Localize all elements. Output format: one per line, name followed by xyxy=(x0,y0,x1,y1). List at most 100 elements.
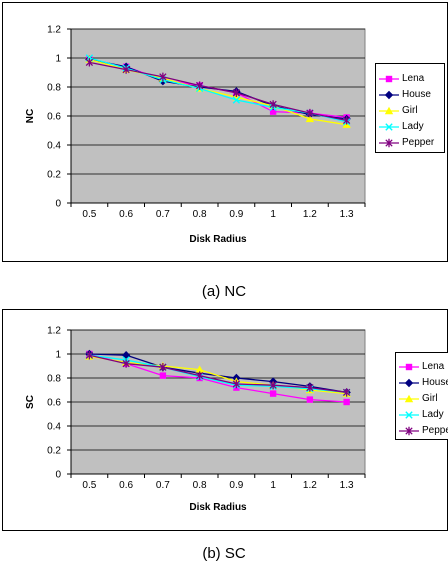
legend-marker xyxy=(405,426,413,436)
legend-marker xyxy=(384,106,394,115)
data-point-pepper xyxy=(85,58,94,67)
data-point-pepper xyxy=(342,388,351,397)
caption-sc: (b) SC xyxy=(202,545,246,562)
data-point-pepper xyxy=(195,371,204,380)
nc-chart-svg: 0 0.2 0.4 0.6 0.8 1 1.2 0.5 0.6 0.7 0.8 0.9 1 1.2 1.3 D… xyxy=(25,25,366,245)
x-axis-label: Disk Radius xyxy=(189,234,247,245)
legend-label-girl: Girl xyxy=(402,105,418,116)
legend-marker xyxy=(385,138,393,148)
legend-swatch-girl xyxy=(379,106,399,115)
data-point-lena xyxy=(306,396,314,403)
data-point-lady xyxy=(232,96,241,104)
legend-label-lady: Lady xyxy=(402,121,424,132)
data-point-pepper xyxy=(159,72,167,82)
legend-label-pepper: Pepper xyxy=(402,137,435,148)
legend-item-pepper: Pepper xyxy=(376,136,444,150)
chart-panel-sc: 0 0.2 0.4 0.6 0.8 1 1.2 0.5 0.6 0.7 0.8 0.9 1 1.2 1.3 D… xyxy=(2,309,448,531)
data-point-girl xyxy=(195,365,204,373)
data-point-pepper xyxy=(122,359,130,368)
data-point-pepper xyxy=(306,383,314,392)
x-tick-label: 1.2 xyxy=(303,480,317,491)
data-point-pepper xyxy=(342,116,351,125)
legend-swatch-house xyxy=(379,90,399,100)
y-tick-label: 0.8 xyxy=(47,374,61,385)
legend-label-house: House xyxy=(402,89,431,100)
legend-swatch-lena xyxy=(399,363,419,371)
legend-label-lena: Lena xyxy=(402,73,425,84)
series-line-lady xyxy=(89,354,347,394)
y-tick-label: 0.8 xyxy=(47,83,61,94)
series-line-girl xyxy=(89,355,347,395)
x-tick-label: 0.9 xyxy=(229,209,243,220)
legend-item-lena: Lena xyxy=(376,72,444,86)
legend-marker xyxy=(385,123,393,131)
legend-swatch-lena xyxy=(379,75,399,83)
sc-chart-svg: 0 0.2 0.4 0.6 0.8 1 1.2 0.5 0.6 0.7 0.8 0.9 1 1.2 1.3 D… xyxy=(25,326,366,513)
legend-swatch-pepper xyxy=(379,138,399,148)
y-tick-label: 0.6 xyxy=(47,112,61,123)
y-tick-label: 0.2 xyxy=(47,446,61,457)
x-tick-label: 0.7 xyxy=(156,480,170,491)
series-line-lena xyxy=(89,353,347,403)
data-point-pepper xyxy=(159,363,167,372)
legend-item-house: House xyxy=(376,88,444,102)
y-tick-label: 1 xyxy=(55,54,61,65)
x-axis-label: Disk Radius xyxy=(189,502,247,513)
data-point-lena xyxy=(269,108,277,115)
data-point-girl xyxy=(305,114,315,123)
y-axis-label: NC xyxy=(25,109,36,123)
legend-label-pepper: Pepper xyxy=(422,425,448,436)
legend-label-lady: Lady xyxy=(422,409,444,420)
y-tick-label: 1 xyxy=(55,350,61,361)
data-point-lena xyxy=(343,398,350,406)
x-tick-label: 0.8 xyxy=(193,480,207,491)
data-point-lena xyxy=(269,390,277,397)
series-line-pepper xyxy=(89,354,347,394)
nc-legend: Lena House Girl Lady Pepper xyxy=(375,63,445,153)
legend-swatch-pepper xyxy=(399,426,419,436)
y-tick-label: 1.2 xyxy=(47,25,61,36)
legend-marker xyxy=(404,394,414,403)
legend-item-pepper: Pepper xyxy=(396,424,448,438)
data-point-pepper xyxy=(232,88,241,97)
data-point-pepper xyxy=(85,351,94,360)
data-point-lena xyxy=(159,372,167,379)
legend-swatch-house xyxy=(399,378,419,388)
legend-label-lena: Lena xyxy=(422,361,445,372)
x-tick-label: 1 xyxy=(270,480,276,491)
y-tick-label: 0 xyxy=(55,470,61,481)
x-tick-label: 1.2 xyxy=(303,209,317,220)
y-tick-label: 0.2 xyxy=(47,170,61,181)
x-tick-label: 1.3 xyxy=(340,209,354,220)
legend-item-girl: Girl xyxy=(376,104,444,118)
legend-marker xyxy=(404,378,414,388)
x-tick-label: 1 xyxy=(270,209,276,220)
data-point-pepper xyxy=(269,100,277,109)
legend-marker xyxy=(405,363,413,371)
legend-swatch-lady xyxy=(399,411,419,419)
data-point-pepper xyxy=(122,65,130,74)
x-tick-label: 0.8 xyxy=(193,209,207,220)
x-tick-label: 0.5 xyxy=(82,480,96,491)
y-tick-label: 1.2 xyxy=(47,326,61,337)
y-tick-label: 0.6 xyxy=(47,398,61,409)
caption-nc: (a) NC xyxy=(201,283,247,300)
legend-item-lady: Lady xyxy=(376,120,444,134)
y-tick-label: 0.4 xyxy=(47,422,61,433)
y-axis-label: SC xyxy=(25,395,36,409)
legend-swatch-girl xyxy=(399,394,419,403)
x-tick-label: 0.7 xyxy=(156,209,170,220)
x-tick-label: 0.5 xyxy=(82,209,96,220)
data-point-pepper xyxy=(232,379,241,389)
x-tick-label: 0.6 xyxy=(119,480,133,491)
legend-label-house: House xyxy=(422,377,448,388)
legend-label-girl: Girl xyxy=(422,393,438,404)
series-line-pepper xyxy=(89,61,347,121)
y-tick-label: 0 xyxy=(55,199,61,210)
legend-item-girl: Girl xyxy=(396,392,448,406)
legend-marker xyxy=(384,90,394,100)
x-tick-label: 0.6 xyxy=(119,209,133,220)
legend-swatch-lady xyxy=(379,123,399,131)
x-tick-label: 1.3 xyxy=(340,480,354,491)
y-tick-label: 0.4 xyxy=(47,141,61,152)
